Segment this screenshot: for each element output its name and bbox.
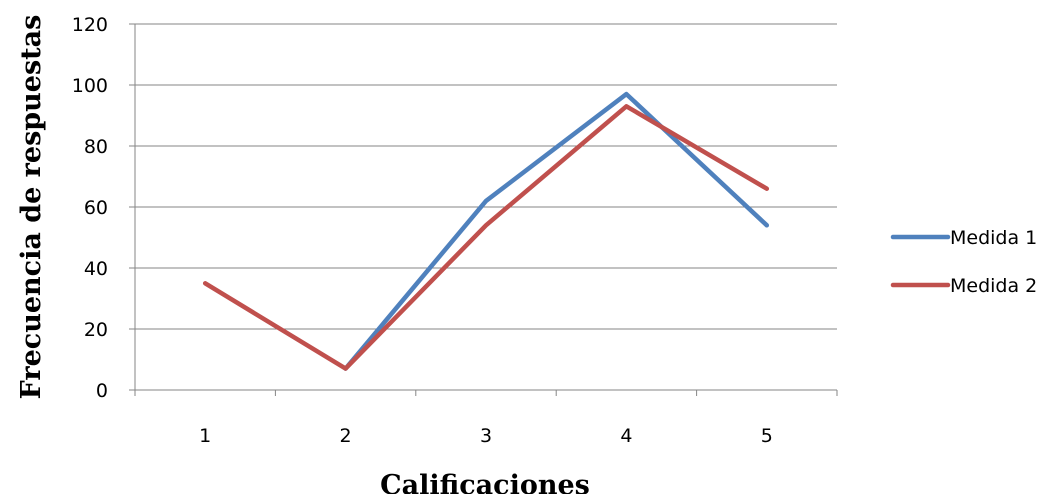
x-tick-label: 4 — [620, 425, 632, 447]
y-tick-label: 40 — [84, 258, 108, 280]
series-line-2 — [202, 104, 770, 371]
y-tick-label: 80 — [84, 136, 108, 158]
y-tick-label: 0 — [96, 380, 108, 402]
series-lines — [202, 91, 770, 371]
y-tick-label: 60 — [84, 197, 108, 219]
legend-label-1: Medida 1 — [950, 227, 1037, 249]
x-axis-tick-labels: 1 2 3 4 5 — [199, 425, 773, 447]
y-tick-label: 100 — [72, 75, 108, 97]
x-axis-ticks — [134, 390, 838, 396]
x-tick-label: 5 — [761, 425, 773, 447]
y-tick-label: 120 — [72, 14, 108, 36]
y-axis-tick-labels: 0 20 40 60 80 100 120 — [72, 14, 108, 402]
gridlines — [135, 23, 837, 330]
x-tick-label: 1 — [199, 425, 211, 447]
series-line-1 — [343, 91, 770, 371]
legend: Medida 1 Medida 2 — [890, 227, 1037, 297]
x-tick-label: 2 — [340, 425, 352, 447]
y-axis-title: Frecuencia de respuestas — [16, 15, 47, 400]
legend-label-2: Medida 2 — [950, 275, 1037, 297]
x-tick-label: 3 — [480, 425, 492, 447]
y-tick-label: 20 — [84, 319, 108, 341]
axes — [129, 23, 837, 391]
x-axis-title: Calificaciones — [380, 470, 590, 494]
